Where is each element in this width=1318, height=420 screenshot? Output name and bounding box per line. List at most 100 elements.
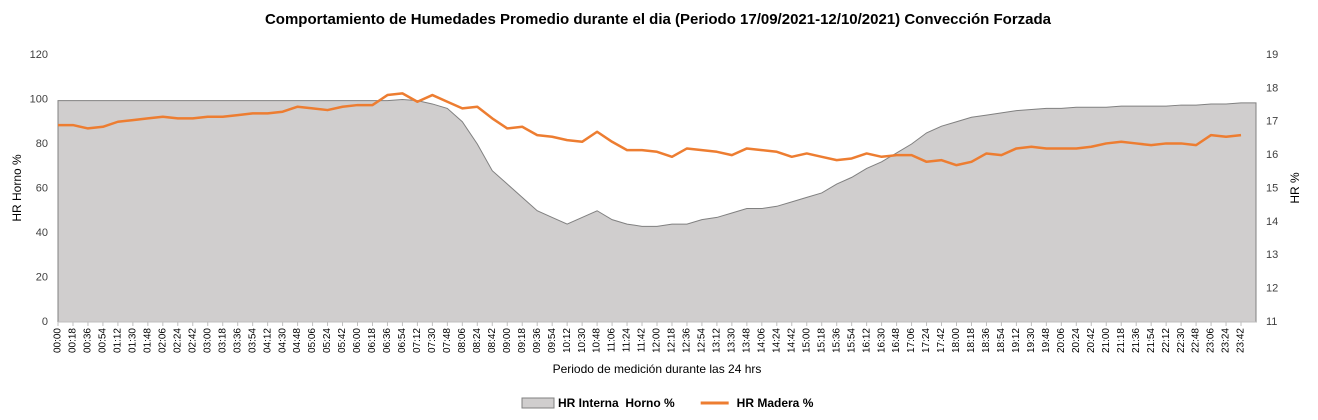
x-tick-label: 22:30 — [1176, 328, 1187, 353]
y2-tick-label: 18 — [1266, 82, 1278, 94]
x-tick-label: 14:24 — [771, 328, 782, 353]
y2-tick-label: 14 — [1266, 216, 1278, 228]
x-tick-label: 02:24 — [172, 328, 183, 353]
x-tick-label: 01:12 — [113, 328, 124, 353]
x-tick-label: 03:36 — [232, 328, 243, 353]
x-tick-label: 01:30 — [128, 328, 139, 353]
x-tick-label: 02:42 — [187, 328, 198, 353]
x-tick-label: 10:12 — [562, 328, 573, 353]
x-tick-label: 05:24 — [322, 328, 333, 353]
x-tick-label: 04:30 — [277, 328, 288, 353]
y-tick-label: 100 — [30, 93, 48, 105]
x-tick-label: 03:54 — [247, 328, 258, 353]
y-tick-label: 20 — [36, 271, 48, 283]
x-tick-label: 13:30 — [727, 328, 738, 353]
x-tick-label: 20:06 — [1056, 328, 1067, 353]
x-tick-label: 09:18 — [517, 328, 528, 353]
x-tick-label: 00:36 — [83, 328, 94, 353]
x-tick-label: 23:24 — [1221, 328, 1232, 353]
x-tick-label: 04:12 — [262, 328, 273, 353]
x-tick-label: 16:30 — [876, 328, 887, 353]
x-tick-label: 06:18 — [367, 328, 378, 353]
x-tick-label: 03:18 — [217, 328, 228, 353]
x-tick-label: 20:42 — [1086, 328, 1097, 353]
x-tick-label: 20:24 — [1071, 328, 1082, 353]
x-tick-label: 12:18 — [667, 328, 678, 353]
legend-label: HR Madera % — [737, 396, 814, 410]
line — [58, 92, 1242, 167]
x-tick-label: 08:24 — [472, 328, 483, 353]
legend-swatch — [521, 397, 555, 409]
x-tick-label: 18:00 — [951, 328, 962, 353]
x-tick-label: 18:54 — [996, 328, 1007, 353]
x-tick-label: 07:30 — [427, 328, 438, 353]
x-tick-label: 02:06 — [157, 328, 168, 353]
x-tick-label: 15:00 — [801, 328, 812, 353]
x-tick-label: 22:12 — [1161, 328, 1172, 353]
x-tick-label: 00:18 — [68, 328, 79, 353]
x-tick-label: 17:42 — [936, 328, 947, 353]
x-tick-label: 03:00 — [202, 328, 213, 353]
y-tick-label: 80 — [36, 138, 48, 150]
x-tick-label: 14:06 — [756, 328, 767, 353]
x-tick-label: 16:12 — [861, 328, 872, 353]
y2-tick-label: 19 — [1266, 49, 1278, 61]
y2-axis-title: HR % — [1288, 172, 1302, 204]
x-tick-label: 14:42 — [786, 328, 797, 353]
x-tick-label: 08:06 — [457, 328, 468, 353]
x-tick-label: 19:12 — [1011, 328, 1022, 353]
y2-tick-label: 12 — [1266, 283, 1278, 295]
x-tick-label: 13:12 — [712, 328, 723, 353]
x-tick-label: 23:42 — [1236, 328, 1247, 353]
x-tick-label: 17:24 — [921, 328, 932, 353]
chart-title: Comportamiento de Humedades Promedio dur… — [265, 11, 1052, 28]
x-tick-label: 11:24 — [622, 328, 633, 353]
x-tick-label: 07:48 — [442, 328, 453, 353]
x-tick-label: 12:54 — [697, 328, 708, 353]
x-tick-label: 12:36 — [682, 328, 693, 353]
x-tick-label: 17:06 — [906, 328, 917, 353]
x-tick-label: 21:54 — [1146, 328, 1157, 353]
x-tick-label: 05:42 — [337, 328, 348, 353]
x-tick-label: 00:00 — [53, 328, 64, 353]
x-tick-label: 19:48 — [1041, 328, 1052, 353]
x-tick-label: 16:48 — [891, 328, 902, 353]
y2-tick-label: 17 — [1266, 116, 1278, 128]
y-tick-label: 60 — [36, 182, 48, 194]
x-tick-label: 15:36 — [831, 328, 842, 353]
x-tick-label: 10:30 — [577, 328, 588, 353]
x-tick-label: 07:12 — [412, 328, 423, 353]
x-tick-label: 04:48 — [292, 328, 303, 353]
y2-tick-label: 13 — [1266, 249, 1278, 261]
x-tick-label: 19:30 — [1026, 328, 1037, 353]
x-tick-label: 08:42 — [487, 328, 498, 353]
x-tick-label: 21:18 — [1116, 328, 1127, 353]
x-tick-label: 06:36 — [382, 328, 393, 353]
x-tick-label: 18:18 — [966, 328, 977, 353]
x-tick-label: 09:54 — [547, 328, 558, 353]
x-tick-label: 22:48 — [1191, 328, 1202, 353]
legend-label: HR Interna Horno % — [558, 396, 675, 410]
x-tick-label: 11:06 — [607, 328, 618, 353]
x-tick-label: 23:06 — [1206, 328, 1217, 353]
x-tick-label: 05:06 — [307, 328, 318, 353]
y-tick-label: 40 — [36, 227, 48, 239]
x-tick-label: 21:00 — [1101, 328, 1112, 353]
x-tick-label: 18:36 — [981, 328, 992, 353]
y2-tick-label: 15 — [1266, 182, 1278, 194]
x-tick-label: 10:48 — [592, 328, 603, 353]
x-tick-label: 09:00 — [502, 328, 513, 353]
area — [57, 98, 1257, 323]
x-tick-label: 00:54 — [98, 328, 109, 353]
x-tick-label: 06:00 — [352, 328, 363, 353]
x-tick-label: 21:36 — [1131, 328, 1142, 353]
y2-tick-label: 11 — [1266, 316, 1277, 328]
y-tick-label: 120 — [30, 49, 48, 61]
x-tick-label: 11:42 — [637, 328, 648, 353]
x-axis-title: Periodo de medición durante las 24 hrs — [553, 362, 762, 376]
x-tick-label: 01:48 — [142, 328, 153, 353]
x-tick-label: 15:54 — [846, 328, 857, 353]
x-tick-label: 13:48 — [741, 328, 752, 353]
x-tick-label: 09:36 — [532, 328, 543, 353]
